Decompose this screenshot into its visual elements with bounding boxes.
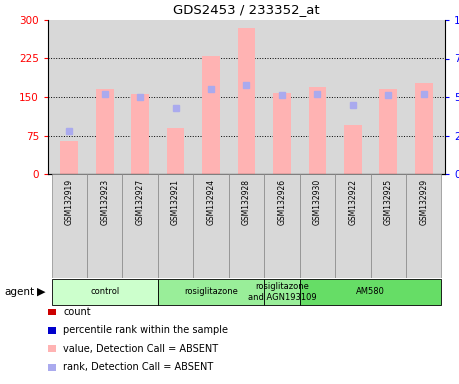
Text: GSM132924: GSM132924 <box>207 179 216 225</box>
Bar <box>158 174 193 278</box>
Text: GSM132923: GSM132923 <box>100 179 109 225</box>
Text: GSM132927: GSM132927 <box>136 179 145 225</box>
Bar <box>344 125 362 174</box>
Text: agent: agent <box>5 287 35 297</box>
Text: rosiglitazone: rosiglitazone <box>184 288 238 296</box>
Bar <box>202 56 220 174</box>
Bar <box>61 141 78 174</box>
Bar <box>238 28 255 174</box>
Bar <box>193 174 229 278</box>
Bar <box>300 174 335 278</box>
Bar <box>300 278 442 305</box>
Text: GDS2453 / 233352_at: GDS2453 / 233352_at <box>173 3 320 16</box>
Text: rank, Detection Call = ABSENT: rank, Detection Call = ABSENT <box>63 362 213 372</box>
Text: GSM132919: GSM132919 <box>65 179 74 225</box>
Bar <box>380 89 397 174</box>
Text: ▶: ▶ <box>37 287 45 297</box>
Text: GSM132930: GSM132930 <box>313 179 322 225</box>
Text: rosiglitazone
and AGN193109: rosiglitazone and AGN193109 <box>248 282 316 302</box>
Text: control: control <box>90 288 119 296</box>
Bar <box>308 87 326 174</box>
Text: GSM132921: GSM132921 <box>171 179 180 225</box>
Bar <box>51 174 87 278</box>
Text: AM580: AM580 <box>356 288 385 296</box>
Text: count: count <box>63 307 91 317</box>
Bar <box>123 174 158 278</box>
Text: GSM132926: GSM132926 <box>277 179 286 225</box>
Text: value, Detection Call = ABSENT: value, Detection Call = ABSENT <box>63 344 218 354</box>
Bar <box>264 278 300 305</box>
Text: GSM132928: GSM132928 <box>242 179 251 225</box>
Bar <box>167 128 185 174</box>
Text: GSM132929: GSM132929 <box>419 179 428 225</box>
Bar <box>406 174 442 278</box>
Bar <box>273 93 291 174</box>
Bar <box>51 278 158 305</box>
Bar <box>87 174 123 278</box>
Bar <box>415 83 432 174</box>
Text: percentile rank within the sample: percentile rank within the sample <box>63 325 228 336</box>
Bar <box>131 94 149 174</box>
Text: GSM132925: GSM132925 <box>384 179 393 225</box>
Bar <box>335 174 370 278</box>
Text: GSM132922: GSM132922 <box>348 179 358 225</box>
Bar <box>158 278 264 305</box>
Bar <box>264 174 300 278</box>
Bar <box>370 174 406 278</box>
Bar <box>96 89 113 174</box>
Bar <box>229 174 264 278</box>
